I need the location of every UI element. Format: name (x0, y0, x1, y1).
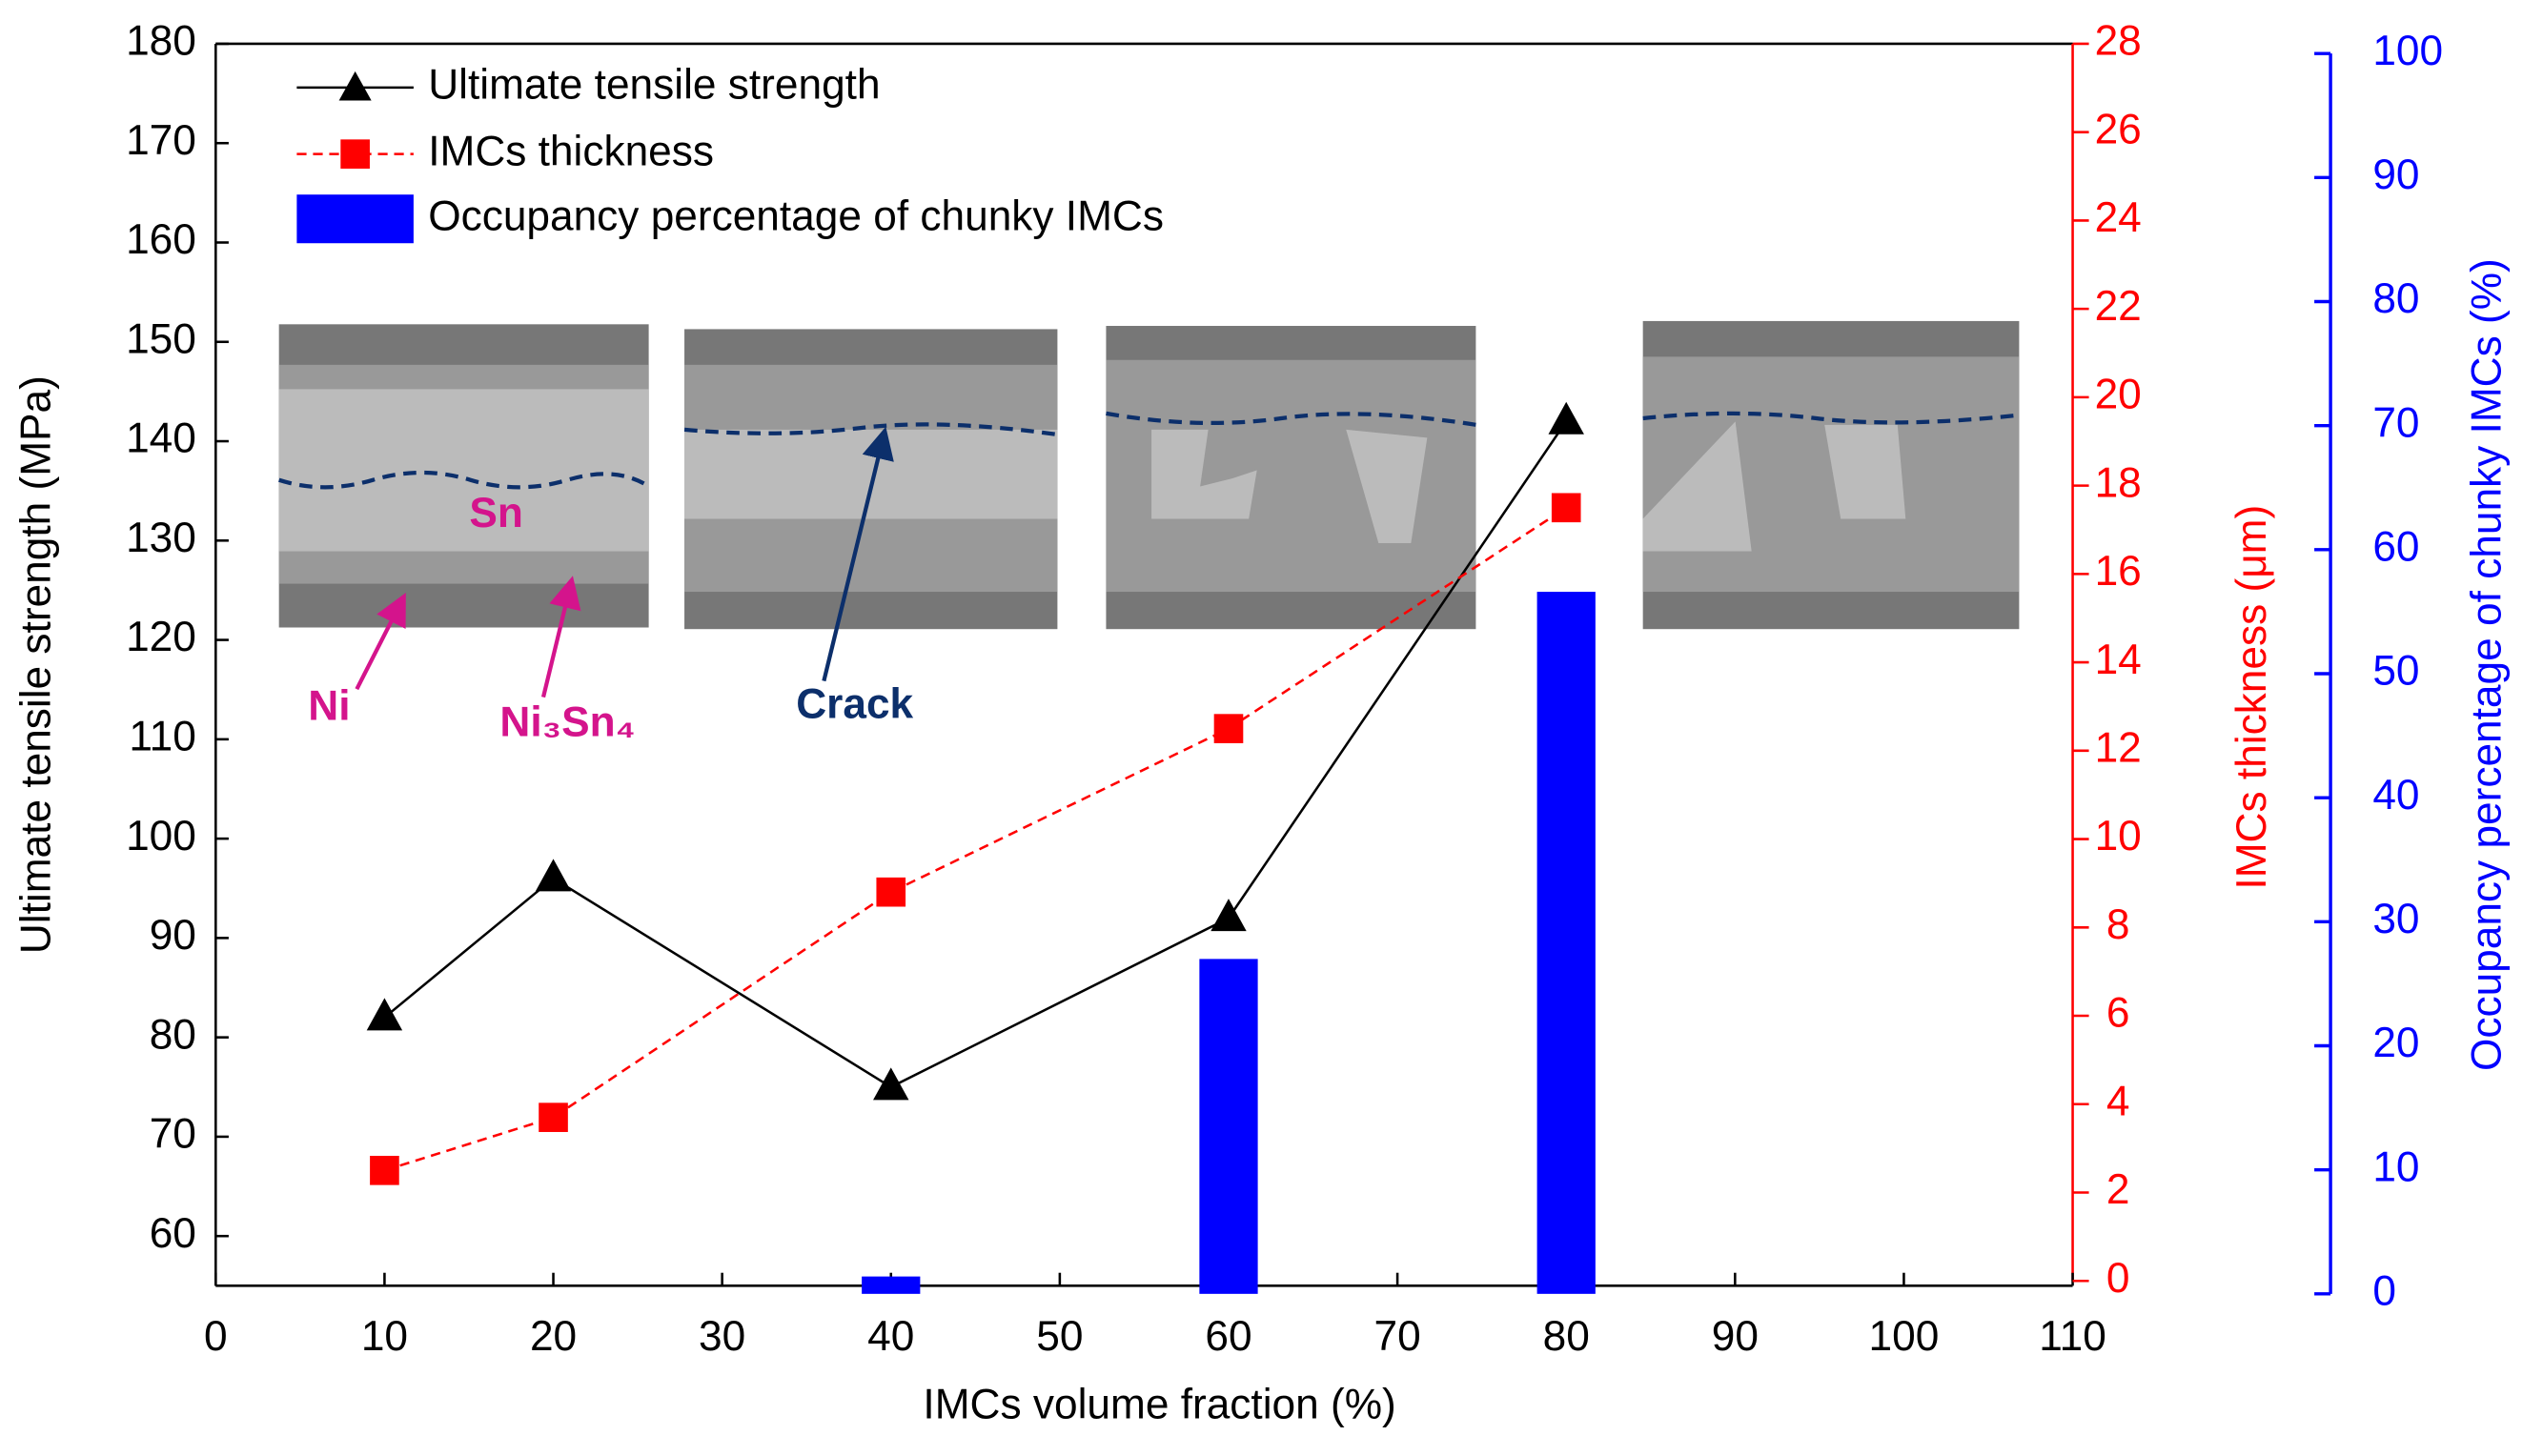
y-tick-label: 160 (126, 216, 196, 263)
y-tick-label: 100 (126, 813, 196, 859)
marker (1213, 714, 1244, 743)
y2-axis-label: IMCs thickness (μm) (2228, 505, 2275, 890)
micrograph (278, 324, 650, 628)
y2-tick-label: 22 (2095, 283, 2142, 330)
y-tick-label: 90 (150, 912, 196, 959)
y3-tick-label: 20 (2372, 1020, 2419, 1066)
y-tick-label: 130 (126, 515, 196, 561)
marker (370, 1155, 399, 1185)
bar (1199, 959, 1258, 1294)
annotation: Crack (796, 681, 913, 728)
y-tick-label: 140 (126, 415, 196, 462)
y3-tick-label: 40 (2372, 772, 2419, 819)
marker (876, 877, 906, 907)
annotation: Ni (308, 682, 350, 729)
marker (1548, 401, 1584, 435)
x-tick-label: 60 (1205, 1313, 1251, 1360)
x-tick-label: 70 (1374, 1313, 1421, 1360)
marker (1210, 899, 1247, 932)
y-tick-label: 60 (150, 1210, 196, 1257)
y3-axis-label: Occupancy percentage of chunky IMCs (%) (2464, 258, 2511, 1071)
marker (1551, 493, 1581, 523)
y-tick-label: 70 (150, 1111, 196, 1158)
y2-tick-label: 12 (2095, 725, 2142, 772)
y3-tick-label: 70 (2372, 399, 2419, 446)
y3-tick-label: 60 (2372, 524, 2419, 571)
y2-tick-label: 28 (2095, 18, 2142, 65)
y2-tick-label: 18 (2095, 459, 2142, 506)
x-tick-label: 90 (1712, 1313, 1759, 1360)
x-tick-label: 0 (204, 1313, 228, 1360)
annotation: Ni₃Sn₄ (499, 698, 635, 745)
y-tick-label: 170 (126, 117, 196, 164)
y2-tick-label: 26 (2095, 106, 2142, 152)
y2-tick-label: 8 (2106, 901, 2130, 948)
series-line (384, 506, 1567, 1172)
y2-tick-label: 2 (2106, 1166, 2130, 1213)
x-tick-label: 110 (2039, 1313, 2106, 1360)
y2-tick-label: 24 (2095, 194, 2142, 241)
y2-tick-label: 20 (2095, 372, 2142, 418)
y2-tick-label: 0 (2106, 1255, 2130, 1302)
x-tick-label: 30 (699, 1313, 745, 1360)
x-axis-label: IMCs volume fraction (%) (923, 1382, 1395, 1428)
y3-tick-label: 10 (2372, 1143, 2419, 1190)
y-tick-label: 180 (126, 18, 196, 65)
x-tick-label: 80 (1543, 1313, 1590, 1360)
marker (873, 1067, 909, 1101)
y2-tick-label: 4 (2106, 1078, 2130, 1124)
y-tick-label: 120 (126, 614, 196, 660)
marker (539, 1102, 568, 1132)
legend-label: IMCs thickness (428, 128, 714, 174)
y3-tick-label: 90 (2372, 152, 2419, 198)
marker (366, 998, 403, 1031)
y3-tick-label: 0 (2372, 1268, 2396, 1315)
x-tick-label: 20 (530, 1313, 577, 1360)
y-tick-label: 150 (126, 315, 196, 362)
micrographs (278, 320, 2020, 698)
y3-tick-label: 100 (2372, 28, 2443, 74)
x-tick-label: 10 (361, 1313, 408, 1360)
x-tick-label: 50 (1036, 1313, 1083, 1360)
bar (1536, 592, 1596, 1294)
y2-tick-label: 10 (2095, 813, 2142, 859)
legend-label: Ultimate tensile strength (428, 62, 880, 109)
marker (535, 859, 572, 892)
y3-tick-label: 80 (2372, 275, 2419, 322)
y-tick-label: 110 (129, 714, 196, 760)
legend: Ultimate tensile strength IMCs thickness… (296, 62, 1164, 244)
y3-tick-label: 30 (2372, 896, 2419, 942)
bar (862, 1276, 921, 1294)
legend-label: Occupancy percentage of chunky IMCs (428, 192, 1164, 239)
x-tick-label: 100 (1869, 1313, 1940, 1360)
micrograph (1106, 326, 1476, 630)
y-tick-label: 80 (150, 1011, 196, 1058)
micrograph (683, 329, 1058, 630)
y2-tick-label: 14 (2095, 637, 2142, 683)
y-axis-label: Ultimate tensile strength (MPa) (13, 375, 60, 954)
x-tick-label: 40 (867, 1313, 914, 1360)
y3-tick-label: 50 (2372, 648, 2419, 695)
y2-tick-label: 6 (2106, 990, 2130, 1037)
micrograph (1642, 320, 2020, 630)
annotation: Sn (469, 490, 523, 536)
y2-tick-label: 16 (2095, 548, 2142, 595)
